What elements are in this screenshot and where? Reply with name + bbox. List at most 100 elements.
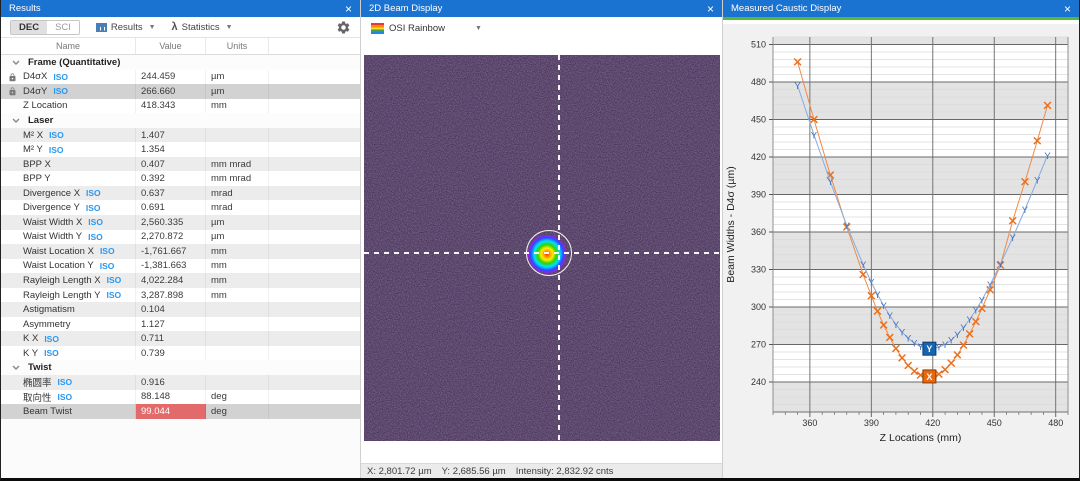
svg-text:270: 270 bbox=[751, 340, 766, 350]
table-row[interactable]: Rayleigh Length Y ISO 3,287.898 mm bbox=[1, 287, 360, 303]
colormap-label: OSI Rainbow bbox=[389, 23, 445, 34]
svg-text:480: 480 bbox=[1048, 418, 1063, 428]
row-value: 0.392 bbox=[136, 171, 206, 186]
status-readout: X: 2,801.72 µm bbox=[367, 465, 432, 477]
status-readout: Y: 2,685.56 µm bbox=[441, 465, 506, 477]
svg-text:240: 240 bbox=[751, 377, 766, 387]
table-row[interactable]: 椭圆率 ISO 0.916 bbox=[1, 375, 360, 390]
iso-badge: ISO bbox=[85, 202, 101, 213]
table-row[interactable]: D4σY ISO 266.660 µm bbox=[1, 84, 360, 99]
row-name: Divergence Y ISO bbox=[1, 200, 136, 216]
table-row[interactable]: Waist Width X ISO 2,560.335 µm bbox=[1, 215, 360, 230]
row-name: 椭圆率 ISO bbox=[1, 375, 136, 390]
svg-text:Y: Y bbox=[868, 278, 875, 289]
lock-icon bbox=[9, 87, 16, 96]
svg-text:Y: Y bbox=[1034, 176, 1041, 187]
row-value: 3,287.898 bbox=[136, 287, 206, 303]
tab-dec[interactable]: DEC bbox=[11, 20, 48, 34]
chevron-down-icon bbox=[12, 365, 20, 371]
current-frame-marker-y[interactable]: Y bbox=[922, 341, 937, 356]
table-header: Name Value Units bbox=[1, 38, 360, 55]
section-row[interactable]: Twist bbox=[1, 360, 360, 376]
row-value: 1.354 bbox=[136, 142, 206, 157]
row-units: mm mrad bbox=[206, 171, 269, 186]
statistics-menu-button[interactable]: λ Statistics ▼ bbox=[171, 21, 233, 33]
section-row[interactable]: Laser bbox=[1, 113, 360, 128]
table-row[interactable]: Divergence Y ISO 0.691 mrad bbox=[1, 200, 360, 216]
row-name: K Y ISO bbox=[1, 345, 136, 361]
table-row[interactable]: M² X ISO 1.407 bbox=[1, 127, 360, 143]
chevron-down-icon: ▼ bbox=[225, 23, 233, 31]
row-name: Waist Width X ISO bbox=[1, 215, 136, 230]
gear-icon[interactable] bbox=[336, 20, 351, 35]
column-header-units[interactable]: Units bbox=[206, 38, 269, 54]
column-header-name[interactable]: Name bbox=[1, 38, 136, 54]
beam-display-panel: 2D Beam Display × OSI Rainbow ▼ X: 2,801… bbox=[360, 0, 722, 478]
chevron-down-icon bbox=[12, 60, 20, 65]
table-row[interactable]: BPP X 0.407 mm mrad bbox=[1, 156, 360, 172]
table-row[interactable]: M² Y ISO 1.354 bbox=[1, 142, 360, 157]
row-value: 0.739 bbox=[136, 345, 206, 361]
results-table: Frame (Quantitative) D4σX ISO 244.459 µm D4σY… bbox=[1, 55, 360, 419]
tab-sci[interactable]: SCI bbox=[47, 20, 79, 34]
row-name: Beam Twist bbox=[1, 404, 136, 419]
iso-badge: ISO bbox=[48, 144, 64, 155]
table-row[interactable]: Beam Twist 99.044 deg bbox=[1, 404, 360, 419]
svg-text:Y: Y bbox=[1044, 151, 1051, 162]
results-menu-button[interactable]: Results ▼ bbox=[95, 22, 156, 33]
svg-text:Y: Y bbox=[942, 340, 949, 351]
beam-cursor-ring[interactable] bbox=[526, 230, 572, 276]
row-units: deg bbox=[206, 389, 269, 405]
beam-close-icon[interactable]: × bbox=[706, 1, 714, 16]
table-row[interactable]: Divergence X ISO 0.637 mrad bbox=[1, 185, 360, 201]
svg-text:360: 360 bbox=[802, 418, 817, 428]
table-row[interactable]: K Y ISO 0.739 bbox=[1, 345, 360, 361]
table-row[interactable]: K X ISO 0.711 bbox=[1, 331, 360, 346]
svg-text:Y: Y bbox=[844, 221, 851, 232]
caustic-chart[interactable]: 240 270 300 330 360 390 420 450 480 510 360 390 420 4… bbox=[723, 24, 1079, 478]
svg-text:450: 450 bbox=[751, 115, 766, 125]
svg-text:Y: Y bbox=[936, 343, 943, 354]
beam-title: 2D Beam Display bbox=[369, 3, 443, 14]
svg-text:420: 420 bbox=[751, 152, 766, 162]
table-row[interactable]: Rayleigh Length X ISO 4,022.284 mm bbox=[1, 273, 360, 288]
table-row[interactable]: BPP Y 0.392 mm mrad bbox=[1, 171, 360, 186]
svg-text:X: X bbox=[926, 372, 932, 382]
chevron-down-icon[interactable]: ▼ bbox=[474, 25, 482, 32]
beam-image[interactable] bbox=[364, 55, 720, 441]
row-name: D4σX ISO bbox=[1, 69, 136, 85]
table-row[interactable]: Z Location 418.343 mm bbox=[1, 98, 360, 114]
column-header-extra bbox=[269, 38, 360, 54]
current-frame-marker-x[interactable]: X bbox=[922, 369, 937, 384]
row-value: 1.127 bbox=[136, 316, 206, 332]
row-value: 2,270.872 bbox=[136, 229, 206, 245]
svg-text:480: 480 bbox=[751, 77, 766, 87]
table-row[interactable]: 取向性 ISO 88.148 deg bbox=[1, 389, 360, 405]
table-grid-icon bbox=[95, 22, 107, 32]
results-titlebar: Results × bbox=[1, 0, 360, 17]
table-row[interactable]: Astigmatism 0.104 bbox=[1, 302, 360, 317]
column-header-value[interactable]: Value bbox=[136, 38, 206, 54]
row-units bbox=[206, 142, 269, 157]
table-row[interactable]: Asymmetry 1.127 bbox=[1, 316, 360, 332]
svg-text:Y: Y bbox=[979, 295, 986, 306]
row-name: BPP X bbox=[1, 156, 136, 172]
svg-text:Y: Y bbox=[1010, 233, 1017, 244]
table-row[interactable]: Waist Width Y ISO 2,270.872 µm bbox=[1, 229, 360, 245]
table-row[interactable]: Waist Location X ISO -1,761.667 mm bbox=[1, 244, 360, 259]
row-value: 0.104 bbox=[136, 302, 206, 317]
section-row[interactable]: Frame (Quantitative) bbox=[1, 55, 360, 70]
svg-text:Y: Y bbox=[874, 290, 881, 301]
caustic-close-icon[interactable]: × bbox=[1063, 1, 1071, 16]
row-value: 0.691 bbox=[136, 200, 206, 216]
results-close-icon[interactable]: × bbox=[344, 1, 352, 16]
row-units: µm bbox=[206, 229, 269, 245]
active-panel-indicator bbox=[723, 17, 1079, 20]
table-row[interactable]: D4σX ISO 244.459 µm bbox=[1, 69, 360, 85]
row-name: D4σY ISO bbox=[1, 84, 136, 99]
svg-text:Z Locations (mm): Z Locations (mm) bbox=[880, 432, 962, 444]
row-name: M² Y ISO bbox=[1, 142, 136, 157]
table-row[interactable]: Waist Location Y ISO -1,381.663 mm bbox=[1, 258, 360, 274]
table-empty-area bbox=[1, 419, 360, 478]
